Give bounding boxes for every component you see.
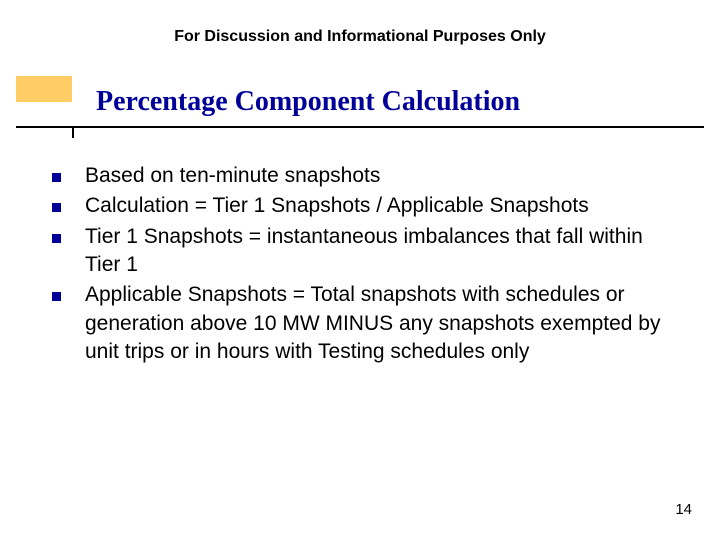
bullet-icon bbox=[52, 173, 61, 182]
bullet-text: Applicable Snapshots = Total snapshots w… bbox=[85, 281, 680, 366]
bullet-icon bbox=[52, 292, 61, 301]
page-title: Percentage Component Calculation bbox=[96, 86, 520, 118]
bullet-list: Based on ten-minute snapshots Calculatio… bbox=[52, 162, 680, 368]
title-accent-box bbox=[16, 76, 72, 102]
title-notch bbox=[72, 128, 74, 138]
list-item: Tier 1 Snapshots = instantaneous imbalan… bbox=[52, 223, 680, 280]
bullet-icon bbox=[52, 203, 61, 212]
bullet-text: Calculation = Tier 1 Snapshots / Applica… bbox=[85, 192, 680, 220]
bullet-text: Based on ten-minute snapshots bbox=[85, 162, 680, 190]
title-rule bbox=[16, 126, 704, 128]
page-number: 14 bbox=[675, 501, 692, 518]
list-item: Based on ten-minute snapshots bbox=[52, 162, 680, 190]
list-item: Calculation = Tier 1 Snapshots / Applica… bbox=[52, 192, 680, 220]
header-disclaimer: For Discussion and Informational Purpose… bbox=[0, 28, 720, 46]
bullet-text: Tier 1 Snapshots = instantaneous imbalan… bbox=[85, 223, 680, 280]
list-item: Applicable Snapshots = Total snapshots w… bbox=[52, 281, 680, 366]
bullet-icon bbox=[52, 234, 61, 243]
